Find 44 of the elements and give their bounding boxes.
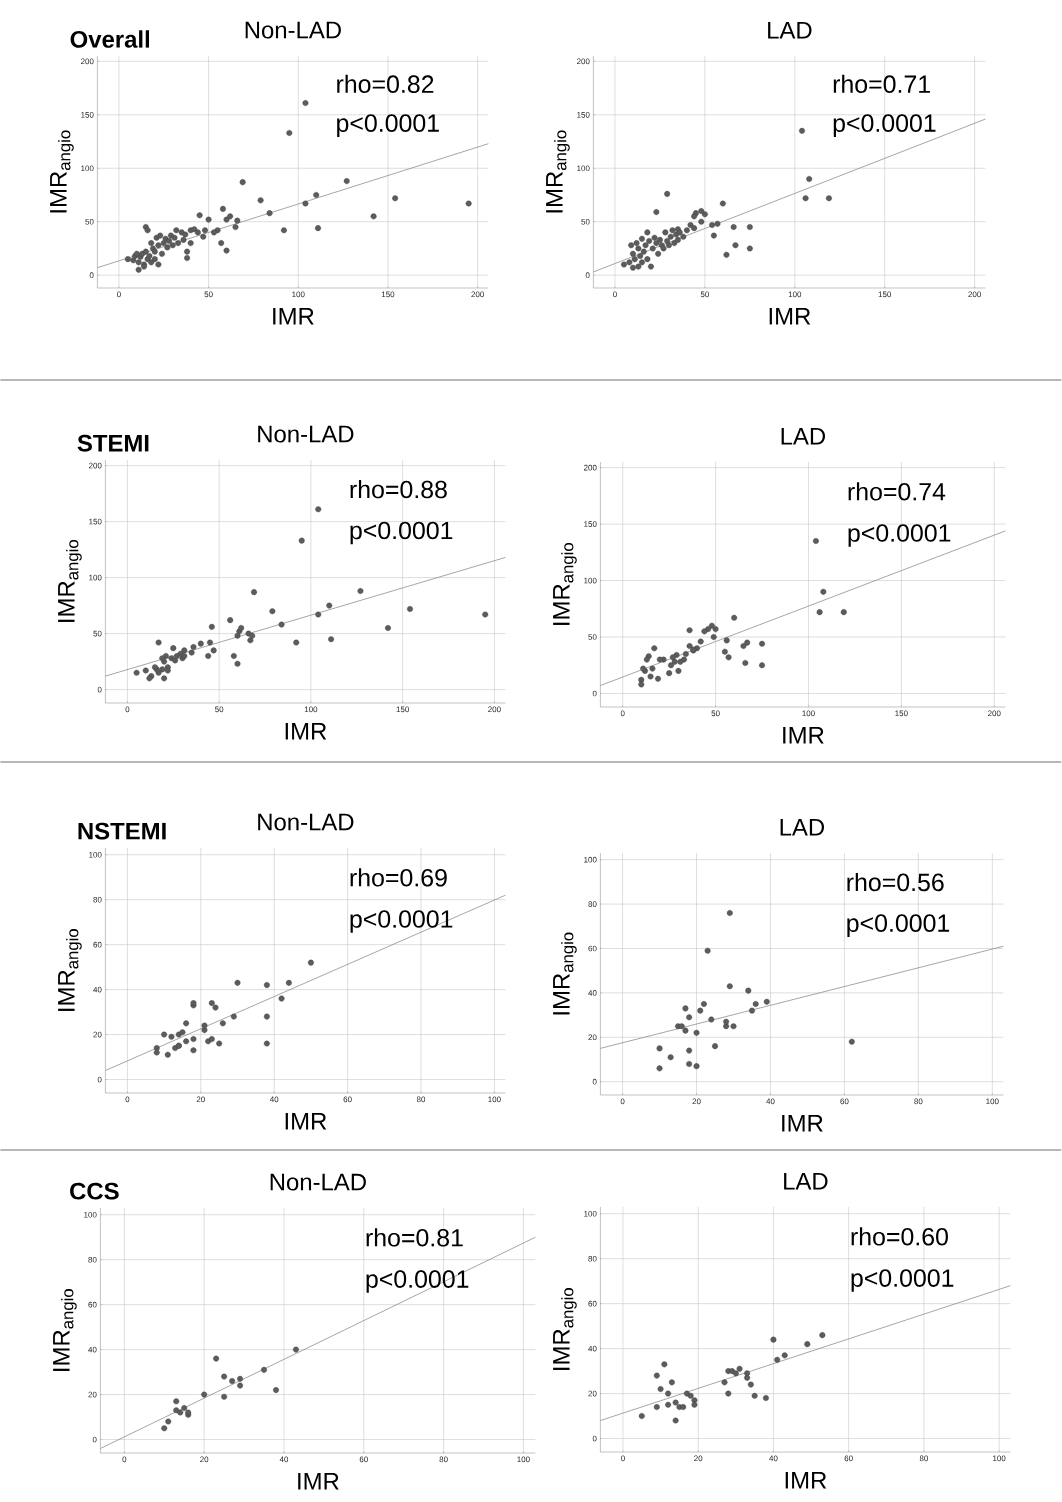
chart-title: LAD [780,819,825,836]
x-axis-title: IMR [298,1473,339,1490]
chart-subtitle: NSTEMI [78,822,166,840]
y-axis-title: IMR$_{angio}$ [546,130,570,213]
annotation: p<0.0001 [851,1269,954,1292]
annotation: rho=0.74 [848,482,946,501]
x-axis-title: IMR [769,308,811,325]
y-axis-title: IMR$_{angio}$ [53,1289,77,1371]
chart-title: Non-LAD [258,425,354,443]
annotation: rho=0.82 [337,74,434,93]
chart-title: Non-LAD [270,1173,367,1191]
annotation: p<0.0001 [350,910,453,933]
annotation: p<0.0001 [337,114,439,137]
y-axis-title: IMR$_{angio}$ [58,929,82,1011]
x-axis-title: IMR [273,308,314,325]
chart-subtitle: CCS [70,1182,119,1200]
y-axis-title: IMR$_{angio}$ [553,543,577,625]
annotation: rho=0.56 [847,872,944,892]
x-axis-title: IMR [285,723,327,740]
annotation: rho=0.88 [350,480,447,499]
annotation: rho=0.60 [851,1227,949,1246]
chart-title: LAD [768,22,812,39]
x-axis-title: IMR [285,1113,327,1130]
chart-title: Non-LAD [245,21,342,39]
annotation: p<0.0001 [847,914,950,937]
annotation: rho=0.71 [833,74,931,93]
chart-title: Non-LAD [258,813,354,831]
y-axis-title: IMR$_{angio}$ [553,932,577,1015]
y-axis-title: IMR$_{angio}$ [58,540,82,622]
chart-subtitle: STEMI [77,434,149,452]
x-axis-title: IMR [783,727,824,744]
y-axis-title: IMR$_{angio}$ [50,130,74,213]
annotation: p<0.0001 [366,1270,469,1293]
chart-title: LAD [781,428,826,445]
x-axis-title: IMR [785,1472,827,1489]
annotation: rho=0.69 [350,868,447,887]
annotation: p<0.0001 [848,524,951,547]
chart-title: LAD [784,1173,828,1190]
annotation: p<0.0001 [833,114,936,137]
y-axis-title: IMR$_{angio}$ [553,1288,577,1370]
chart-subtitle: Overall [70,30,150,48]
annotation: p<0.0001 [350,521,453,545]
annotation: rho=0.81 [366,1228,463,1247]
x-axis-title: IMR [782,1115,823,1132]
